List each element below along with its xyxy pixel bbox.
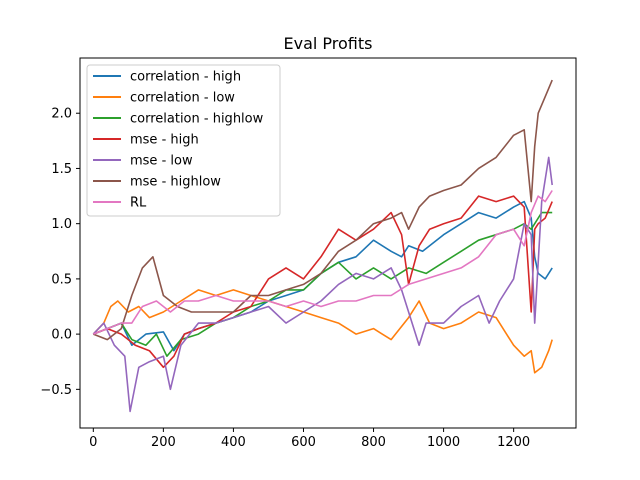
legend-label: mse - low xyxy=(130,154,193,169)
series-line-5 xyxy=(93,79,553,341)
y-tick-label: 2.0 xyxy=(51,107,72,122)
x-tick-label: 1000 xyxy=(427,435,460,450)
x-axis: 0 200 400 600 800 1000 1200 xyxy=(89,428,530,450)
legend-label: mse - highlow xyxy=(130,175,221,190)
series-line-0 xyxy=(93,200,553,352)
y-tick-label: 0.0 xyxy=(51,328,72,343)
legend-label: RL xyxy=(130,196,147,211)
series-layer xyxy=(92,79,553,413)
y-tick-label: 1.5 xyxy=(51,162,72,177)
series-line-6 xyxy=(93,190,553,335)
legend-label: correlation - highlow xyxy=(130,112,264,127)
x-tick-label: 800 xyxy=(361,435,386,450)
legend-label: correlation - high xyxy=(130,70,241,85)
x-tick-label: 200 xyxy=(151,435,176,450)
y-tick-label: −0.5 xyxy=(40,383,72,398)
legend: correlation - high correlation - low corre… xyxy=(86,64,281,217)
legend-label: mse - high xyxy=(130,133,199,148)
x-tick-label: 1200 xyxy=(497,435,530,450)
y-tick-label: 1.0 xyxy=(51,217,72,232)
chart-title: Eval Profits xyxy=(284,34,373,53)
x-tick-label: 400 xyxy=(221,435,246,450)
y-axis: −0.5 0.0 0.5 1.0 1.5 2.0 xyxy=(40,107,80,398)
series-line-1 xyxy=(92,289,553,374)
legend-label: correlation - low xyxy=(130,91,235,106)
series-line-4 xyxy=(92,156,553,413)
x-tick-label: 0 xyxy=(89,435,97,450)
plot-frame xyxy=(79,57,577,429)
y-tick-label: 0.5 xyxy=(51,272,72,287)
x-tick-label: 600 xyxy=(291,435,316,450)
legend-box xyxy=(86,64,281,217)
